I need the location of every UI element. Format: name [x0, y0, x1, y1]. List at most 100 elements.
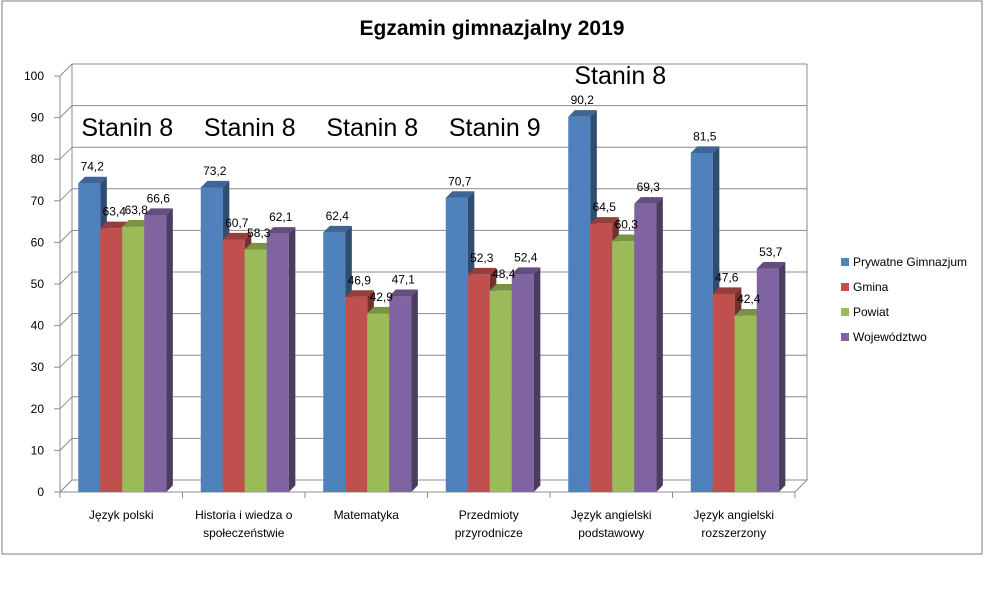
bar-front [467, 274, 490, 492]
data-label: 62,1 [269, 210, 293, 224]
data-label: 74,2 [81, 160, 105, 174]
legend-item: Powiat [841, 305, 890, 319]
bar-top [122, 219, 151, 227]
bar [389, 289, 418, 492]
x-tick-label: podstawowy [578, 526, 644, 540]
legend-label: Prywatne Gimnazjum [853, 255, 967, 269]
bar [511, 267, 541, 492]
bar-top [568, 110, 597, 117]
bar-front [445, 197, 468, 492]
gridline-depth [59, 396, 73, 410]
legend-item: Gmina [841, 280, 889, 294]
stanin-annotation: Stanin 8 [326, 114, 418, 142]
x-tick-label: Język angielski [693, 508, 774, 522]
bar-front [222, 239, 245, 492]
bar-top [590, 217, 619, 224]
stanin-annotation: Stanin 8 [81, 114, 173, 142]
data-label: 62,4 [326, 209, 350, 223]
bar-top [467, 267, 497, 275]
bar-top [489, 284, 519, 291]
bar-top [345, 290, 374, 297]
bar-front [489, 290, 512, 492]
x-tick-label: społeczeństwie [203, 526, 285, 540]
bar-side [656, 197, 663, 492]
bar-front [756, 268, 779, 492]
bar-front [389, 296, 412, 492]
data-label: 47,6 [715, 270, 739, 284]
bar-front [78, 183, 101, 492]
data-label: 52,3 [470, 251, 494, 265]
bar-top [100, 221, 129, 229]
y-tick-label: 0 [37, 485, 44, 499]
data-label: 73,2 [203, 164, 227, 178]
data-label: 47,1 [392, 272, 416, 286]
y-tick-label: 50 [31, 277, 45, 291]
stanin-annotation: Stanin 8 [204, 114, 296, 142]
bar-top [712, 287, 742, 294]
bar-top [734, 309, 764, 316]
gridline-depth [59, 146, 73, 160]
y-tick-label: 100 [24, 69, 44, 83]
bar-top [389, 289, 418, 297]
y-tick-label: 90 [31, 111, 45, 125]
stanin-annotation: Stanin 8 [574, 62, 666, 90]
x-tick-label: Historia i wiedza o [195, 508, 293, 522]
bar-front [612, 241, 635, 492]
data-label: 42,9 [370, 290, 394, 304]
bar [756, 262, 786, 492]
gridline-depth [59, 438, 73, 451]
data-label: 90,2 [571, 93, 595, 107]
legend-swatch [841, 258, 849, 266]
data-label: 60,7 [225, 216, 249, 230]
data-label: 63,8 [125, 203, 149, 217]
bar [144, 208, 173, 492]
gridline-depth [59, 63, 73, 77]
data-label: 53,7 [759, 245, 783, 259]
gridline-depth [59, 313, 73, 326]
bar-front [568, 116, 591, 492]
legend-swatch [841, 308, 849, 316]
y-tick-label: 80 [31, 152, 45, 166]
legend-item: Prywatne Gimnazjum [841, 255, 967, 269]
legend-item: Województwo [841, 330, 927, 344]
chart-title: Egzamin gimnazjalny 2019 [360, 17, 625, 40]
data-label: 46,9 [348, 273, 372, 287]
bar-side [778, 262, 786, 492]
bar-top [144, 208, 173, 215]
bar-top [367, 306, 396, 314]
x-tick-label: rozszerzony [701, 526, 766, 540]
gridline-depth [59, 230, 73, 243]
plot-area: 0 10 20 30 40 50 60 70 80 90 100 Język polski Histor… [24, 62, 809, 540]
x-tick-label: Matematyka [334, 508, 400, 522]
data-label: 69,3 [637, 180, 661, 194]
data-label: 52,4 [514, 250, 538, 264]
bar-front [144, 214, 167, 492]
bar-front [634, 203, 657, 492]
bar-top [222, 232, 252, 240]
bar-top [756, 262, 786, 269]
bar-top [634, 197, 663, 204]
bar-top [78, 176, 107, 184]
legend-label: Powiat [853, 305, 890, 319]
gridline-depth [59, 105, 73, 118]
bar-front [244, 249, 267, 492]
bar-top [690, 146, 720, 153]
bar-front [712, 293, 735, 492]
bar-front [122, 226, 145, 493]
data-label: 42,4 [737, 292, 761, 306]
y-tick-label: 30 [31, 360, 45, 374]
bar-top [323, 225, 352, 233]
bar-front [734, 315, 757, 492]
y-tick-label: 10 [31, 443, 45, 457]
data-label: 66,6 [147, 191, 171, 205]
bar-top [445, 191, 475, 198]
bar-front [323, 232, 346, 492]
bar-front [100, 228, 123, 493]
legend-label: Gmina [853, 280, 889, 294]
x-tick-label: Język polski [89, 508, 154, 522]
bar-top [266, 227, 296, 234]
stanin-annotation: Stanin 9 [449, 114, 541, 142]
bar-front [511, 274, 534, 492]
data-label: 58,3 [247, 226, 271, 240]
